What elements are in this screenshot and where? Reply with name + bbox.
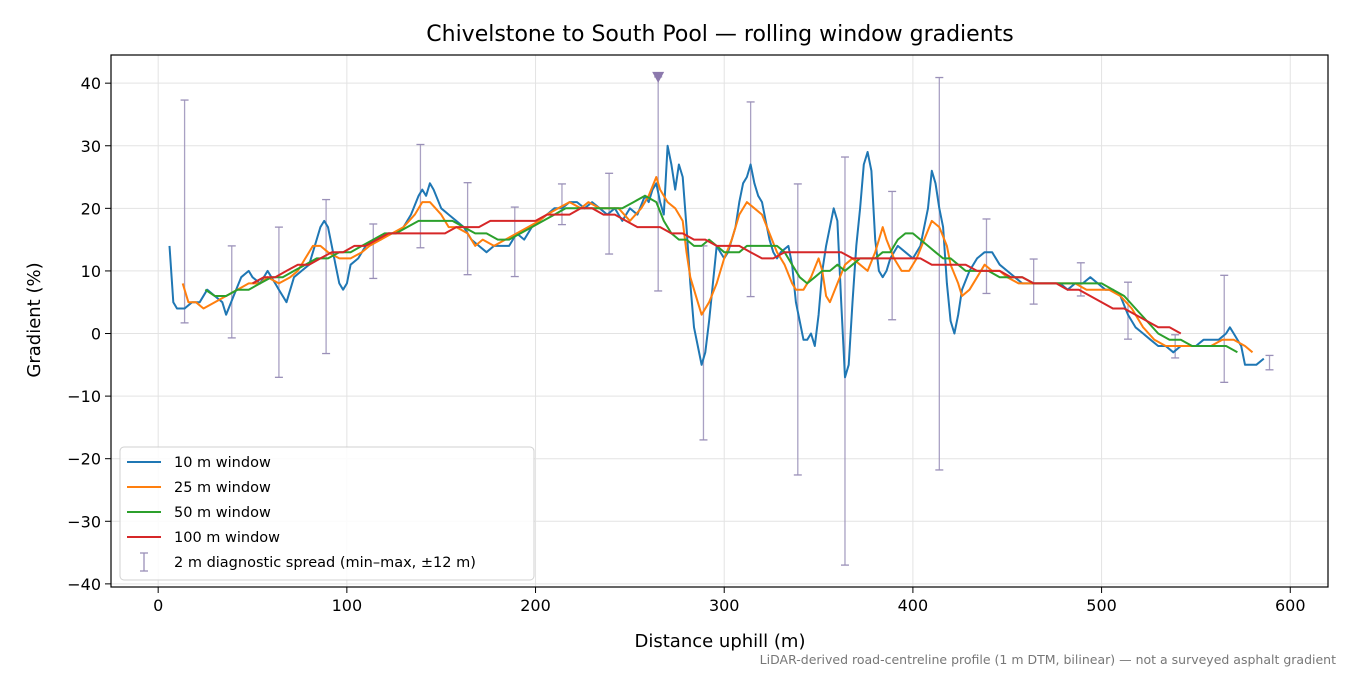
chart-title: Chivelstone to South Pool — rolling wind… — [426, 22, 1013, 47]
legend-label-3: 100 m window — [174, 530, 280, 546]
x-tick-label-5: 500 — [1086, 596, 1117, 615]
x-tick-label-1: 100 — [332, 596, 363, 615]
spread-bar-5 — [416, 143, 425, 249]
x-axis-label: Distance uphill (m) — [635, 631, 806, 652]
plot-frame — [110, 54, 1329, 588]
legend: 10 m window 25 m window 50 m window 100 m w… — [119, 446, 535, 581]
series-lines — [168, 144, 1265, 379]
spread-bar-12 — [746, 101, 755, 298]
spread-bar-2 — [274, 226, 283, 378]
y-tick-label-3: −10 — [67, 387, 101, 406]
spread-bar-8 — [557, 183, 566, 226]
legend-item-3: 100 m window — [127, 530, 280, 546]
spread-bar-0 — [180, 99, 189, 324]
clip-marker-0 — [652, 71, 665, 83]
spread-bar-16 — [935, 76, 944, 471]
y-axis-label: Gradient (%) — [24, 262, 45, 377]
series-line-0 — [168, 144, 1265, 379]
y-tick-label-2: −20 — [67, 450, 101, 469]
series-line-3 — [252, 207, 1182, 335]
y-tick-label-6: 20 — [81, 199, 101, 218]
spread-bar-22 — [1220, 274, 1229, 383]
y-tick-label-8: 40 — [81, 74, 101, 93]
spread-bar-13 — [793, 183, 802, 476]
x-tick-label-2: 200 — [520, 596, 551, 615]
legend-item-1: 25 m window — [127, 480, 271, 496]
y-tick-label-4: 0 — [91, 325, 101, 344]
x-tick-label-6: 600 — [1275, 596, 1306, 615]
legend-item-4: 2 m diagnostic spread (min–max, ±12 m) — [140, 552, 476, 572]
x-axis-ticks: 0 100 200 300 400 500 600 — [153, 587, 1306, 615]
legend-label-0: 10 m window — [174, 455, 271, 471]
y-axis-ticks: −40 −30 −20 −10 0 10 20 30 40 — [67, 74, 111, 594]
legend-label-4: 2 m diagnostic spread (min–max, ±12 m) — [174, 555, 476, 571]
spread-bar-23 — [1265, 354, 1274, 371]
series-line-2 — [204, 194, 1238, 354]
spread-bar-17 — [982, 218, 991, 295]
spread-bar-18 — [1029, 258, 1038, 305]
legend-item-0: 10 m window — [127, 455, 271, 471]
legend-label-2: 50 m window — [174, 505, 271, 521]
legend-label-1: 25 m window — [174, 480, 271, 496]
spread-bar-4 — [369, 223, 378, 280]
legend-item-2: 50 m window — [127, 505, 271, 521]
y-tick-label-1: −30 — [67, 512, 101, 531]
spread-bar-7 — [510, 206, 519, 278]
legend-box — [119, 446, 535, 581]
annotation-markers — [652, 71, 665, 83]
y-tick-label-7: 30 — [81, 137, 101, 156]
footnote: LiDAR-derived road-centreline profile (1… — [760, 652, 1336, 667]
series-line-1 — [181, 176, 1254, 354]
x-tick-label-0: 0 — [153, 596, 163, 615]
y-tick-label-0: −40 — [67, 575, 101, 594]
x-tick-label-3: 300 — [709, 596, 740, 615]
diagnostic-spread-bars — [180, 76, 1274, 566]
x-tick-label-4: 400 — [898, 596, 929, 615]
y-tick-label-5: 10 — [81, 262, 101, 281]
